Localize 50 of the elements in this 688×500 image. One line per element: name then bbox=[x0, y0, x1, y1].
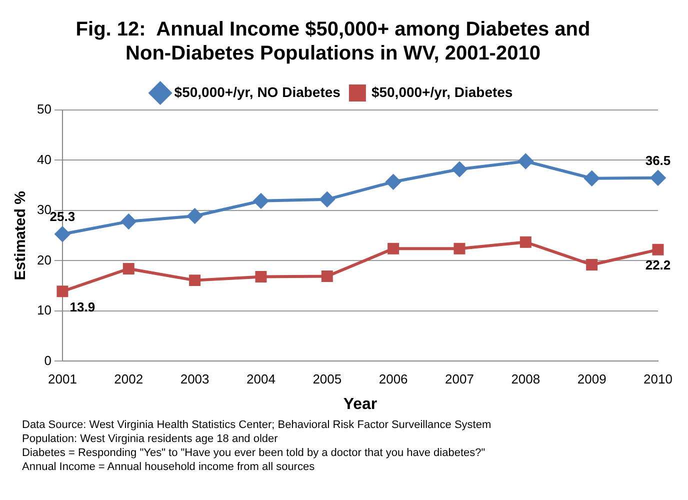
point bbox=[386, 174, 401, 190]
y-tick-label: 0 bbox=[44, 352, 52, 368]
y-tick-label: 30 bbox=[36, 202, 52, 218]
point bbox=[454, 242, 466, 254]
y-tick-label: 10 bbox=[36, 302, 52, 318]
data-label: 25.3 bbox=[50, 209, 76, 224]
y-axis-title: Estimated % bbox=[12, 191, 30, 280]
point bbox=[388, 242, 400, 254]
data-label: 36.5 bbox=[645, 152, 671, 168]
x-tick-label: 2004 bbox=[246, 372, 276, 387]
point bbox=[253, 193, 268, 208]
x-tick-label: 2002 bbox=[114, 372, 144, 387]
y-tick-label: 40 bbox=[36, 152, 52, 167]
x-tick-label: 2009 bbox=[577, 372, 606, 387]
point bbox=[122, 263, 134, 274]
data-label: 13.9 bbox=[70, 299, 96, 314]
legend-label: $50,000+/yr, Diabetes bbox=[371, 84, 513, 100]
point bbox=[452, 162, 467, 177]
point bbox=[54, 226, 70, 242]
source-note: Data Source: West Virginia Health Statistics Center; Behavioral Risk Factor Surveillance System bbox=[22, 418, 492, 432]
point bbox=[255, 271, 267, 283]
text: Annual Income = Annual household income from all sources bbox=[22, 460, 316, 474]
point bbox=[584, 170, 600, 186]
point bbox=[121, 214, 136, 230]
point bbox=[520, 236, 532, 248]
text: Non-Diabetes Populations in WV, 2001-2010 bbox=[126, 42, 540, 65]
y-tick-label: 50 bbox=[36, 102, 52, 117]
y-tick-label: 20 bbox=[36, 252, 52, 268]
point bbox=[320, 192, 335, 207]
point bbox=[187, 208, 202, 224]
x-tick-label: 2006 bbox=[378, 372, 408, 387]
text: Fig. 12: Annual Income $50,000+ among Diabetes and bbox=[76, 18, 590, 41]
point bbox=[189, 274, 201, 286]
data-label: 22.2 bbox=[645, 258, 671, 273]
x-axis-title: Year bbox=[343, 396, 378, 413]
point bbox=[652, 244, 664, 256]
point bbox=[650, 170, 666, 186]
x-tick-label: 2007 bbox=[445, 372, 474, 387]
text: Diabetes = Responding "Yes" to "Have you ever been told by a doctor that you have diabetes?" bbox=[22, 446, 486, 460]
legend-label: $50,000+/yr, NO Diabetes bbox=[174, 84, 341, 100]
text: Population: West Virginia residents age 18 and older bbox=[22, 432, 279, 446]
point bbox=[586, 258, 598, 270]
point bbox=[321, 270, 333, 282]
point bbox=[518, 154, 534, 169]
x-tick-label: 2003 bbox=[180, 372, 210, 387]
x-tick-label: 2005 bbox=[312, 372, 342, 387]
x-tick-label: 2010 bbox=[644, 372, 672, 387]
x-tick-label: 2001 bbox=[48, 372, 77, 387]
x-tick-label: 2008 bbox=[511, 372, 540, 387]
point bbox=[56, 286, 68, 298]
